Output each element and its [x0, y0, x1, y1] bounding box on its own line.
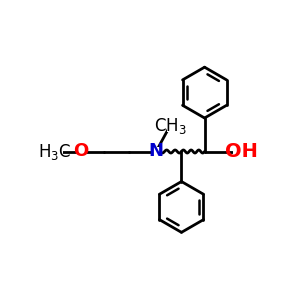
FancyBboxPatch shape: [76, 147, 85, 156]
FancyBboxPatch shape: [151, 147, 161, 156]
Text: OH: OH: [225, 142, 258, 161]
FancyBboxPatch shape: [42, 146, 62, 157]
Text: O: O: [74, 142, 88, 160]
Text: N: N: [148, 142, 164, 160]
FancyBboxPatch shape: [167, 120, 184, 132]
Text: $\mathregular{H_3C}$: $\mathregular{H_3C}$: [38, 142, 71, 161]
Text: $\mathregular{CH_3}$: $\mathregular{CH_3}$: [154, 116, 186, 136]
FancyBboxPatch shape: [233, 146, 253, 157]
